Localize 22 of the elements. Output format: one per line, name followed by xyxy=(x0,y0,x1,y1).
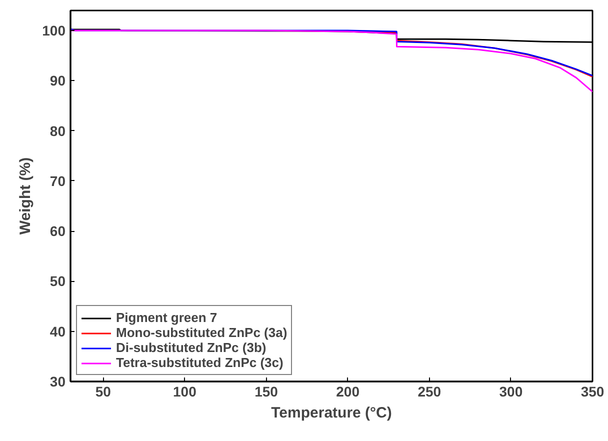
y-tick-label: 70 xyxy=(50,172,66,189)
y-axis-title: Weight (%) xyxy=(17,157,34,235)
x-tick-label: 200 xyxy=(336,384,360,400)
x-tick-label: 350 xyxy=(580,384,604,400)
legend-label: Pigment green 7 xyxy=(116,310,218,325)
legend-label: Mono-substituted ZnPc (3a) xyxy=(116,325,288,340)
legend-label: Tetra-substituted ZnPc (3c) xyxy=(116,355,284,370)
y-tick-label: 30 xyxy=(50,374,66,390)
x-tick-label: 50 xyxy=(95,384,112,400)
legend-label: Di-substituted ZnPc (3b) xyxy=(116,340,266,355)
x-tick-label: 100 xyxy=(173,384,197,400)
y-tick-label: 50 xyxy=(50,273,66,290)
x-tick-label: 150 xyxy=(254,384,278,400)
y-tick-label: 90 xyxy=(50,72,66,89)
y-tick-label: 80 xyxy=(50,122,66,139)
line-series xyxy=(70,30,592,92)
x-tick-label: 250 xyxy=(418,384,442,400)
y-tick-label: 100 xyxy=(42,22,66,39)
y-tick-label: 40 xyxy=(50,323,66,340)
x-tick-label: 300 xyxy=(499,384,523,400)
x-axis-title: Temperature (°C) xyxy=(271,404,392,422)
y-tick-label: 60 xyxy=(50,223,66,240)
